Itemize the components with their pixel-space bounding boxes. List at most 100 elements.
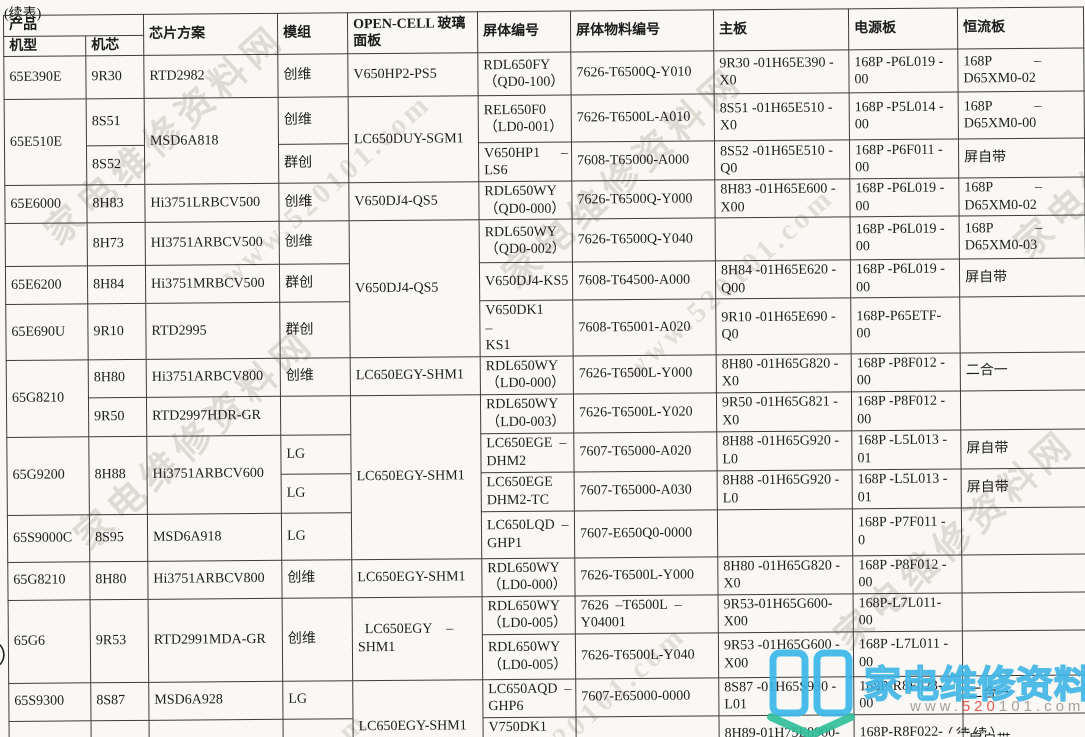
cell-chassis: 9R10 [87,303,147,360]
cell-module: 创维 [277,53,349,98]
cell-module: 创维 [282,597,353,681]
header-row: 产品 芯片方案 模组 OPEN-CELL 玻璃面板 屏体编号 屏体物料编号 主板… [3,6,1084,56]
cell-power: 168P-L7L011- 00 [853,592,963,632]
cell-chip: Hi3751ARBCV800 [147,559,283,599]
cell-opencell: LC650EGY-SHM1 [350,356,481,396]
header-material-no: 屏体物料编号 [570,9,714,53]
cell-module: 创维 [278,96,349,145]
cell-material-no: 7626-T6500Q-Y010 [570,50,715,96]
cell-chip: Hi3751MRBCV500 [145,264,280,304]
cell-panel-no: RDL650WY （QD0-000） [478,181,573,220]
cell-model: 65E690U [5,303,89,360]
cell-panel-no: LC650EGE DHM2-TC [481,471,575,512]
cell-chassis: 8H88 [88,435,148,515]
cell-power: 168P -L5L013 - 01 [851,429,962,470]
cell-module: LG [281,473,352,513]
cell-opencell: LC650EGY-SHM1 [350,394,482,560]
cell-model: 65G6 [8,599,91,683]
cell-cc: 168P – D65XM0-03 [959,214,1085,259]
cell-mainboard: 8H80 -01H65G820 - X0 [716,353,852,393]
cell-chassis: 8H89 [91,719,150,737]
cell-chassis: 8S52 [86,145,145,185]
cell-model: 65E6200 [5,265,88,305]
cell-chassis: 8S51 [86,98,145,146]
cell-chassis: 9R50 [88,396,147,437]
cell-mainboard: 9R10 -01H65E690 - Q0 [715,297,852,355]
cell-module: 群创 [278,143,349,184]
cell-chip: RTD2995 [145,302,281,359]
table-row: 65S9000C 8S95 MSD6A918 LG LC650LQD – GHP… [7,506,1085,562]
cell-material-no: 7626-T6500Q-Y040 [572,217,716,263]
table-row: 65E690U 9R10 RTD2995 群创 V650DK1 – KS1 76… [5,295,1085,360]
cell-model: 65G8210 [7,561,91,600]
cell-mainboard: 8S52 -01H65E510 - Q0 [714,139,850,180]
header-module: 模组 [277,12,348,55]
cell-material-no: 7608-T64500-A000 [572,260,716,301]
cell-chassis: 8H80 [89,560,149,600]
cell-cc: 屏自带 [958,137,1085,178]
header-mainboard: 主板 [713,8,849,51]
cell-mainboard: 8S51 -01H65E510 - X0 [714,92,850,141]
cell-material-no: 7626-T6500L-Y000 [574,556,719,596]
cell-chip: RTD2991MDA-GR [148,597,283,682]
cell-chip: RTD2982 [143,54,279,99]
cell-model: 75E8900 [9,720,92,737]
cell-chassis: 9R53 [90,598,149,683]
cell-mainboard: 8H89-01H75E8900- Q0 [718,714,855,737]
continuation-note: （待续） [939,723,1007,734]
cell-module: 创维 [279,220,350,265]
cell-panel-no: RDL650WY （LD0-003） [480,393,574,434]
cell-cc [962,591,1085,631]
cell-power: 168P -P6L019 - 00 [849,177,960,217]
cell-mainboard: 9R30 -01H65E390 - X0 [713,49,850,94]
cell-material-no: 7608-T65001-A020 [572,298,717,356]
cell-opencell: LC650DUY-SGM1 [348,95,479,183]
cell-cc [961,553,1085,593]
cell-power: 168P -P6L019 - 00 [848,48,959,93]
cell-material-no: 7626-T6500L-Y040 [575,632,719,679]
cell-chassis: 8H83 [86,184,146,223]
cell-cc [962,629,1085,676]
cell-module [280,395,351,435]
cell-cc: 168P – D65XM0-00 [958,90,1085,139]
cell-module: 群创 [279,263,350,303]
tv-parts-table: 产品 芯片方案 模组 OPEN-CELL 玻璃面板 屏体编号 屏体物料编号 主板… [3,6,1085,737]
cell-panel-no: RDL650WY （LD0-005） [482,595,576,635]
cell-cc: 二合一 [960,351,1085,391]
cell-panel-no: RDL650WY （QD0-002） [479,219,573,263]
header-cc: 恒流板 [957,6,1084,49]
cell-panel-no: LC650EGE – DHM2 [480,432,575,473]
cell-module: 创维 [281,559,353,598]
cell-panel-no: LC650LQD – GHP1 [481,510,575,559]
cell-chip: Hi3751ARBCV600 [146,434,282,514]
cell-power: 168P -P8F012 - 00 [852,554,963,594]
cell-model: 65S9000C [7,514,90,562]
cell-power: 168P -L7L011 - 00 [853,630,963,677]
header-product: 产品 [3,14,144,36]
cell-chassis: 8H73 [87,222,146,266]
cell-power: 168P -P5L014 - 00 [849,91,959,140]
cell-opencell: V650HP2-PS5 [347,52,479,97]
cell-power: 168P-P65ETF- 00 [850,296,961,354]
cell-chassis: 9R30 [85,55,145,99]
cell-mainboard: 9R50 -01H65G821 - X0 [716,391,852,432]
cell-material-no: 7607-E650Q0-0000 [574,509,718,558]
cell-material-no: 7607-T65000-A030 [574,470,718,511]
cell-material-no: 7626-T6500L-Y000 [573,354,717,394]
cell-mainboard [717,508,853,557]
cell-panel-no: V650DJ4-KS5 [479,262,573,301]
cell-material-no: 7626-T6500L-Y020 [573,392,717,433]
cell-cc: 屏自带 [961,467,1085,508]
cell-material-no: 7608-T65000-A000 [571,140,715,182]
cell-chassis: 8H84 [87,265,146,304]
cell-module: 创维 [278,182,350,222]
cell-panel-no: RDL650WY （LD0-000） [481,557,576,597]
cell-chip: Hi3751ARBCV600 [149,718,284,737]
cell-chip: MSD6A918 [147,512,282,561]
cell-chassis: 8S95 [89,513,148,562]
cell-model: 65E6000 [4,184,88,224]
cell-module: 群创 [282,718,354,737]
cell-cc [961,506,1085,555]
